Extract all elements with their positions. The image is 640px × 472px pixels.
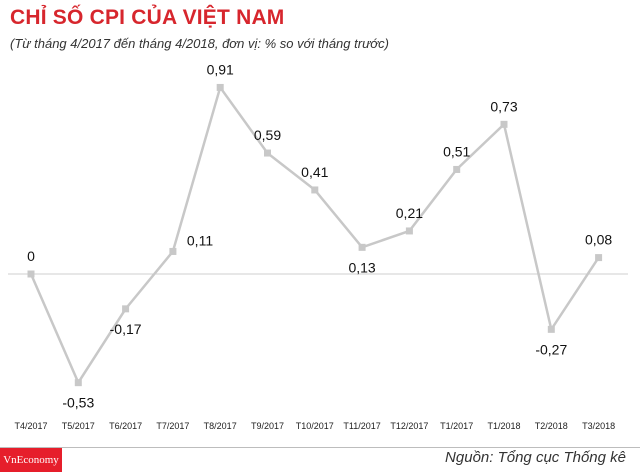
data-label: 0,59 <box>254 127 281 143</box>
data-label: 0,13 <box>348 259 375 275</box>
data-point <box>311 186 319 194</box>
x-tick-label: T9/2017 <box>251 421 284 431</box>
data-point <box>122 305 130 313</box>
x-tick-label: T6/2017 <box>109 421 142 431</box>
data-point <box>358 243 366 251</box>
data-label: -0,17 <box>110 321 142 337</box>
x-tick-label: T7/2017 <box>156 421 189 431</box>
data-label: 0,91 <box>207 61 234 77</box>
data-label: -0,53 <box>62 395 94 411</box>
data-label: 0,21 <box>396 205 423 221</box>
data-point <box>169 247 177 255</box>
data-label: 0,51 <box>443 143 470 159</box>
x-tick-label: T10/2017 <box>296 421 334 431</box>
data-point <box>264 149 271 157</box>
chart-title: CHỈ SỐ CPI CỦA VIỆT NAM <box>10 6 285 29</box>
x-tick-label: T5/2017 <box>62 421 95 431</box>
chart-subtitle: (Từ tháng 4/2017 đến tháng 4/2018, đơn v… <box>10 36 389 51</box>
data-point <box>547 325 555 333</box>
source-note: Nguồn: Tổng cục Thống kê <box>445 449 626 466</box>
data-point <box>405 227 413 235</box>
data-label: -0,27 <box>535 341 567 357</box>
x-tick-label: T4/2017 <box>14 421 47 431</box>
x-tick-label: T3/2018 <box>582 421 615 431</box>
data-label: 0,73 <box>490 98 517 114</box>
data-label: 0,41 <box>301 164 328 180</box>
data-point <box>74 379 82 387</box>
x-tick-label: T11/2017 <box>343 421 380 431</box>
data-point <box>500 120 508 128</box>
x-tick-label: T1/2017 <box>440 421 473 431</box>
data-point <box>453 165 461 173</box>
cpi-series-line <box>29 84 600 386</box>
data-label: 0 <box>27 248 35 264</box>
data-point <box>216 83 224 91</box>
x-tick-label: T1/2018 <box>487 421 520 431</box>
data-point <box>27 270 35 278</box>
x-tick-label: T12/2017 <box>390 421 428 431</box>
data-label: 0,08 <box>585 232 612 248</box>
brand-logo: VnEconomy <box>0 448 62 472</box>
x-tick-label: T8/2017 <box>204 421 237 431</box>
x-tick-label: T2/2018 <box>535 421 568 431</box>
data-label: 0,11 <box>187 232 213 248</box>
data-point <box>595 254 603 262</box>
